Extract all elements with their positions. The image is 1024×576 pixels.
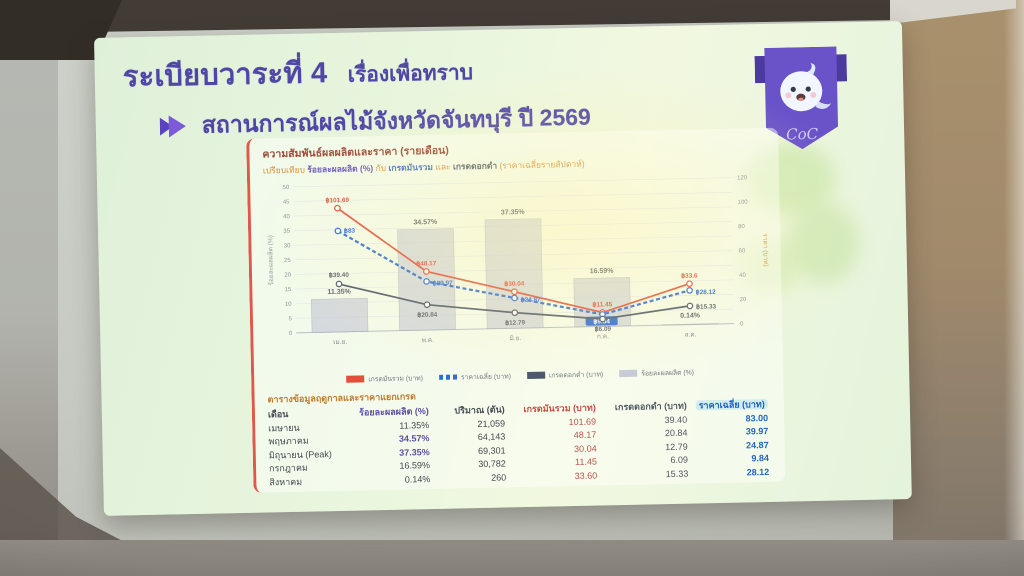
svg-text:฿28.12: ฿28.12 [696,289,717,296]
svg-text:40: 40 [739,273,746,279]
svg-text:฿39.40: ฿39.40 [329,272,350,279]
svg-text:20: 20 [740,297,747,303]
legend-label: ร้อยละผลผลิต (%) [641,369,695,378]
svg-text:ส.ค.: ส.ค. [685,331,697,338]
table-cell: 0.14% [404,473,431,485]
table-cell: 260 [491,471,507,483]
svg-text:120: 120 [737,175,748,181]
wall-pillar [1004,0,1024,576]
svg-text:ก.ค.: ก.ค. [597,333,609,340]
svg-text:80: 80 [738,224,745,230]
svg-text:0.14%: 0.14% [680,312,701,319]
svg-text:45: 45 [283,200,290,206]
svg-text:0: 0 [740,321,744,327]
table-cell: สิงหาคม [269,476,303,487]
combo-chart: 0 5 10 15 20 25 30 35 40 45 50 0 20 40 60 80 100 120 11.35… [266,175,769,346]
svg-text:10: 10 [285,302,292,308]
svg-text:฿83: ฿83 [344,228,356,235]
reflection-blob [787,202,860,284]
bar-swatch-icon [619,369,638,378]
agenda-title: ระเบียบวาระที่ 4 [122,57,328,94]
svg-text:มิ.ย.: มิ.ย. [509,334,521,342]
legend-item: เกรดมันรวม (บาท) [346,372,423,385]
svg-text:25: 25 [284,258,291,264]
legend-label: เกรดมันรวม (บาท) [368,375,424,384]
solid-swatch-icon [346,375,365,383]
svg-text:ราคา (บาท): ราคา (บาท) [761,233,769,266]
svg-text:฿39.97: ฿39.97 [433,280,454,287]
droplet-mascot-icon [780,62,832,112]
svg-text:60: 60 [739,248,746,254]
svg-text:฿11.45: ฿11.45 [592,301,612,308]
x-axis-labels: เม.ย. พ.ค. มิ.ย. ก.ค. ส.ค. [333,331,697,346]
data-table: เดือน ร้อยละผลผลิต (%) ปริมาณ (ตัน) เกรดมัน… [268,398,776,490]
slide: ระเบียบวาระที่ 4 เรื่องเพื่อทราบ สถานการ… [94,21,912,516]
floor-band [0,540,1024,576]
room-wall-right [893,0,1024,576]
slide-topic-row: สถานการณ์ผลไม้จังหวัดจันทบุรี ปี 2569 [159,93,904,145]
svg-text:พ.ค.: พ.ค. [422,337,435,344]
mascot-badge: CoC [754,46,848,150]
svg-text:34.57%: 34.57% [413,219,438,227]
table-cell: 33.60 [574,470,598,481]
svg-text:50: 50 [282,185,289,191]
svg-text:฿15.33: ฿15.33 [696,303,717,310]
dashed-swatch-icon [438,374,458,380]
svg-text:35: 35 [283,229,290,235]
svg-text:30: 30 [284,243,291,249]
table-cell: 28.12 [746,466,770,477]
svg-text:16.59%: 16.59% [590,268,615,276]
line-series: ฿39.40 ฿20.84 ฿12.79 ฿6.09 ฿15.33 [329,272,717,333]
double-arrow-icon [159,115,186,138]
svg-text:37.35%: 37.35% [501,209,526,217]
legend-item: ราคาเฉลี่ย (บาท) [438,370,512,383]
svg-text:เม.ย.: เม.ย. [333,339,347,346]
svg-text:฿6.09: ฿6.09 [594,326,611,333]
line-series: ฿101.69 ฿48.17 ฿30.04 ฿11.45 ฿33.6 [325,197,698,316]
agenda-subtitle: เรื่องเพื่อทราบ [347,61,474,87]
legend-label: ราคาเฉลี่ย (บาท) [460,373,512,382]
svg-text:15: 15 [285,287,292,293]
svg-text:฿48.17: ฿48.17 [416,260,437,267]
badge-logo-text: CoC [786,125,819,144]
table-cell: 15.33 [665,468,689,479]
svg-text:฿30.04: ฿30.04 [504,280,525,287]
legend-label: เกรดดอกดำ (บาท) [548,371,604,380]
svg-text:100: 100 [738,200,749,206]
svg-text:20: 20 [284,273,291,279]
legend-item: เกรดดอกดำ (บาท) [526,368,604,381]
svg-text:฿12.79: ฿12.79 [505,319,526,326]
chart-table-card: ความสัมพันธ์ผลผลิตและราคา (รายเดือน) เปร… [246,127,786,493]
svg-text:40: 40 [283,214,290,220]
legend-item: ร้อยละผลผลิต (%) [619,367,694,380]
svg-text:5: 5 [289,316,293,322]
svg-text:฿33.6: ฿33.6 [681,273,698,280]
svg-text:0: 0 [289,331,293,337]
svg-text:฿101.69: ฿101.69 [325,197,349,205]
svg-text:฿20.84: ฿20.84 [417,312,438,319]
svg-text:11.35%: 11.35% [327,289,351,297]
svg-text:ร้อยละผลผลิต (%): ร้อยละผลผลิต (%) [266,235,275,286]
solid-swatch-icon [526,371,545,380]
svg-text:฿24.87: ฿24.87 [521,296,542,303]
